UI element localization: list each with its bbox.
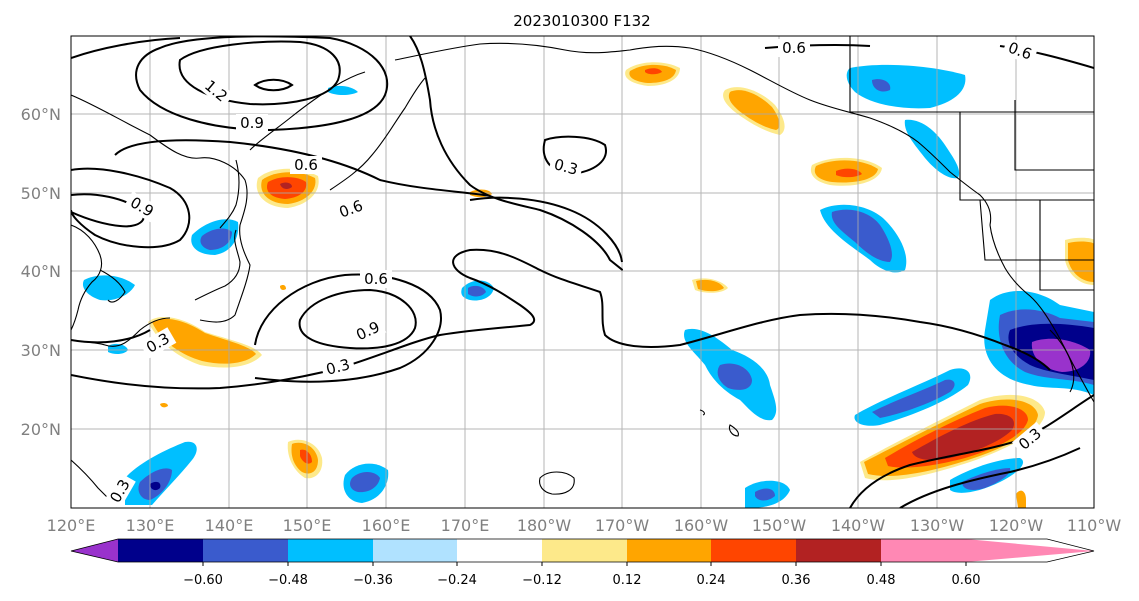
negative-anomaly-region xyxy=(846,64,966,109)
negative-anomaly-region xyxy=(872,379,955,418)
negative-anomaly-region xyxy=(328,85,358,95)
contour-lines xyxy=(71,36,1094,508)
colorbar: −0.60 −0.48 −0.36 −0.24 −0.12 0.12 0.24 … xyxy=(70,538,1095,588)
contour-label: 0.3 xyxy=(324,355,352,379)
longitude-label: 140°W xyxy=(831,516,886,535)
longitude-label: 130°W xyxy=(910,516,965,535)
contour-label: 0.6 xyxy=(782,39,806,57)
negative-anomaly-region xyxy=(350,472,380,493)
longitude-label: 170°E xyxy=(441,516,490,535)
negative-anomaly-region xyxy=(82,275,135,301)
latitude-label: 50°N xyxy=(21,184,61,203)
map-panel: 1.2 0.9 0.6 0.6 0.9 0.3 0.6 0.9 0.3 0.3 xyxy=(70,35,1095,509)
longitude-label: 160°E xyxy=(362,516,411,535)
positive-anomaly-region xyxy=(728,90,780,130)
longitude-label: 170°W xyxy=(595,516,650,535)
colorbar-tick-label: −0.12 xyxy=(522,573,562,588)
colorbar-bin xyxy=(627,539,711,562)
positive-anomaly-region xyxy=(280,285,286,290)
positive-anomaly-region xyxy=(696,279,724,292)
positive-anomaly-region xyxy=(645,68,662,75)
colorbar-tick-label: −0.24 xyxy=(437,573,477,588)
coastlines xyxy=(71,36,1094,508)
colorbar-bin xyxy=(373,539,457,562)
colorbar-outline xyxy=(70,538,1095,563)
colorbar-tick-label: 0.12 xyxy=(613,573,642,588)
negative-anomaly-region xyxy=(200,228,232,250)
positive-anomaly-region xyxy=(1068,241,1094,282)
colorbar-tick-label: 0.48 xyxy=(867,573,896,588)
contour-labels: 1.2 0.9 0.6 0.6 0.9 0.3 0.6 0.9 0.3 0.3 xyxy=(104,37,1049,508)
colorbar-bin xyxy=(542,539,627,562)
longitude-label: 120°E xyxy=(47,516,96,535)
latitude-label: 60°N xyxy=(21,105,61,124)
latitude-label: 30°N xyxy=(21,341,61,360)
negative-anomaly-region xyxy=(831,209,892,262)
colorbar-bin xyxy=(457,539,542,562)
longitude-label: 180°W xyxy=(517,516,572,535)
anomaly-shading xyxy=(82,62,1094,508)
latitude-axis: 60°N 50°N 40°N 30°N 20°N xyxy=(21,105,61,439)
longitude-label: 150°W xyxy=(752,516,807,535)
contour-label: 0.6 xyxy=(364,270,388,288)
contour-label: 0.9 xyxy=(240,114,264,132)
negative-anomaly-region xyxy=(755,488,775,501)
colorbar-tick-label: 0.24 xyxy=(697,573,726,588)
longitude-label: 160°W xyxy=(674,516,729,535)
colorbar-bin xyxy=(711,539,796,562)
negative-anomaly-region xyxy=(904,119,960,179)
positive-anomaly-region xyxy=(912,413,1015,460)
colorbar-tick-label: 0.36 xyxy=(782,573,811,588)
positive-anomaly-region xyxy=(280,182,292,189)
colorbar-tick-label: −0.36 xyxy=(353,573,393,588)
negative-anomaly-region xyxy=(1031,338,1091,372)
colorbar-max-extension xyxy=(966,539,1094,562)
map-title: 2023010300 F132 xyxy=(513,12,650,30)
positive-anomaly-region xyxy=(300,449,312,464)
colorbar-bin xyxy=(796,539,881,562)
longitude-label: 140°E xyxy=(205,516,254,535)
colorbar-bin xyxy=(288,539,373,562)
colorbar-bin xyxy=(203,539,288,562)
colorbar-min-extension xyxy=(71,539,118,562)
negative-anomaly-region xyxy=(150,481,161,491)
positive-anomaly-region xyxy=(160,402,168,408)
longitude-axis: 120°E 130°E 140°E 150°E 160°E 170°E 180°… xyxy=(47,516,1122,535)
colorbar-tick-label: −0.48 xyxy=(268,573,308,588)
gridlines xyxy=(71,36,1094,508)
longitude-label: 130°E xyxy=(126,516,175,535)
longitude-label: 110°W xyxy=(1067,516,1122,535)
colorbar-bin xyxy=(881,539,966,562)
negative-anomaly-region xyxy=(717,363,752,390)
negative-anomaly-region xyxy=(468,285,486,297)
contour-label: 0.3 xyxy=(552,155,580,179)
map-frame xyxy=(70,35,1095,509)
longitude-label: 120°W xyxy=(989,516,1044,535)
positive-anomaly-region xyxy=(836,168,862,178)
latitude-label: 40°N xyxy=(21,262,61,281)
longitude-label: 150°E xyxy=(283,516,332,535)
contour-label: 0.6 xyxy=(294,156,318,174)
colorbar-tick-label: −0.60 xyxy=(183,573,223,588)
positive-anomaly-region xyxy=(1016,490,1026,508)
positive-anomaly-region xyxy=(152,318,256,364)
negative-anomaly-region xyxy=(872,79,891,92)
latitude-label: 20°N xyxy=(21,420,61,439)
colorbar-tick-label: 0.60 xyxy=(952,573,981,588)
colorbar-bin xyxy=(118,539,203,562)
